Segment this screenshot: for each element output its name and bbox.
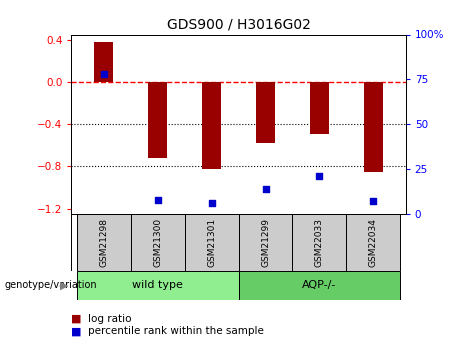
- Text: log ratio: log ratio: [88, 314, 131, 324]
- Bar: [256, 82, 275, 143]
- Bar: [292, 214, 346, 271]
- Text: AQP-/-: AQP-/-: [302, 280, 337, 290]
- Bar: [185, 214, 239, 271]
- Title: GDS900 / H3016G02: GDS900 / H3016G02: [166, 18, 311, 32]
- Text: ■: ■: [71, 326, 82, 336]
- Bar: [202, 82, 221, 168]
- Bar: [131, 214, 185, 271]
- Bar: [239, 214, 292, 271]
- Text: ▶: ▶: [60, 280, 68, 290]
- Text: GSM21300: GSM21300: [153, 218, 162, 267]
- Bar: [77, 214, 131, 271]
- Point: [316, 174, 323, 179]
- Bar: [364, 82, 383, 172]
- Text: genotype/variation: genotype/variation: [5, 280, 97, 290]
- Text: GSM21298: GSM21298: [99, 218, 108, 267]
- Text: GSM21299: GSM21299: [261, 218, 270, 267]
- Text: wild type: wild type: [132, 280, 183, 290]
- Text: GSM22034: GSM22034: [369, 218, 378, 267]
- Point: [262, 186, 269, 191]
- Bar: [346, 214, 400, 271]
- Point: [100, 71, 107, 77]
- Bar: [148, 82, 167, 158]
- Point: [370, 199, 377, 204]
- Text: ■: ■: [71, 314, 82, 324]
- Text: GSM21301: GSM21301: [207, 218, 216, 267]
- Bar: [239, 271, 400, 300]
- Bar: [95, 42, 113, 82]
- Bar: [310, 82, 329, 134]
- Point: [208, 200, 215, 206]
- Text: percentile rank within the sample: percentile rank within the sample: [88, 326, 264, 336]
- Text: GSM22033: GSM22033: [315, 218, 324, 267]
- Bar: [77, 271, 239, 300]
- Point: [154, 197, 161, 202]
